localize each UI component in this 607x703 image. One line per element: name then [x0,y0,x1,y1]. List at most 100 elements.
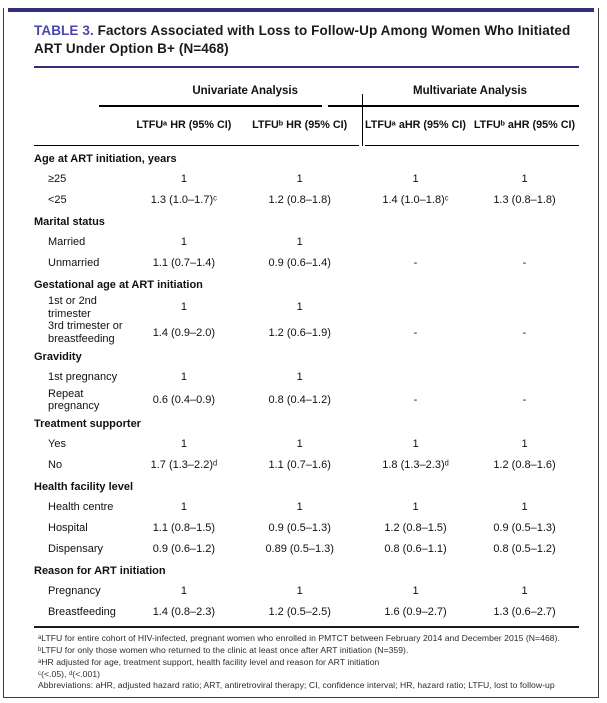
table-body: Age at ART initiation, years ≥25 1 1 1 1 <25 1.… [34,146,579,623]
category-row: Treatment supporter [34,413,579,434]
group-header-row: Univariate Analysis Multivariate Analysi… [34,68,579,97]
cell-value: 1 [296,173,303,186]
row-label: 1st pregnancy [48,370,118,383]
cell-value: 1.1 (0.7–1.6) [268,459,331,472]
footnote-adjustment: ᵃHR adjusted for age, treatment support,… [38,656,380,667]
column-header-ltfu-b-ahr: LTFUᵇ aHR (95% CI) [473,118,576,131]
category-row: Age at ART initiation, years [34,148,579,169]
cell-value: 0.8 (0.4–1.2) [268,394,331,406]
cell-value: 1 [180,585,187,598]
table-title-text: Factors Associated with Loss to Follow-U… [34,23,571,56]
cell-value: - [522,257,527,270]
cell-value: 1 [521,501,528,514]
cell-value: 0.8 (0.6–1.1) [384,543,447,556]
cell-value: 1.1 (0.8–1.5) [152,522,216,535]
table-row: Unmarried 1.1 (0.7–1.4) 0.9 (0.6–1.4) - - [34,253,579,274]
cell-value: - [413,394,418,406]
row-label: Marital status [34,216,105,229]
row-label: Married [48,236,86,249]
footnote-b: ᵇLTFU for only those women who returned … [38,644,409,655]
table-row: Hospital 1.1 (0.8–1.5) 0.9 (0.5–1.3) 1.2 (0… [34,518,579,539]
cell-value: - [413,257,418,270]
footnote-a: ᵃLTFU for entire cohort of HIV-infected,… [38,632,560,643]
cell-value: 1 [412,585,419,598]
cell-value: 1 [180,173,187,186]
table-row: Pregnancy 1 1 1 1 [34,581,579,602]
cell-value: 0.8 (0.5–1.2) [493,543,556,556]
cell-value: 1.2 (0.5–2.5) [268,606,331,619]
cell-value: 1 [296,501,303,514]
cell-value: 1 [412,173,419,186]
row-label: ≥25 [48,173,67,186]
table-row: 1st or 2nd trimester 1 1 [34,295,579,320]
table-content: TABLE 3. Factors Associated with Loss to… [4,12,598,692]
row-label: Pregnancy [48,585,101,598]
multivariate-rule [327,105,579,107]
cell-value: 1.2 (0.8–1.8) [268,194,331,207]
accent-top-bar [8,8,594,12]
table-row: <25 1.3 (1.0–1.7)ᶜ 1.2 (0.8–1.8) 1.4 (1.0–1… [34,190,579,211]
cell-value: 1.2 (0.8–1.6) [493,459,556,472]
row-label: Health facility level [34,481,134,494]
cell-value: 1.4 (0.8–2.3) [152,606,216,619]
cell-value: 1.2 (0.6–1.9) [268,326,331,339]
group-header-univariate: Univariate Analysis [192,85,299,98]
cell-value: 1.4 (1.0–1.8)ᶜ [382,194,449,207]
footnotes: ᵃLTFU for entire cohort of HIV-infected,… [34,628,579,692]
cell-value: - [413,326,418,339]
title-rule [34,65,579,69]
row-label: Breastfeeding [48,606,116,619]
row-label: Reason for ART initiation [34,565,166,578]
cell-value: 1 [521,585,528,598]
header-bottom-rule-right [364,144,579,147]
cell-value: 1.3 (0.8–1.8) [493,194,556,207]
table-number-label: TABLE 3. [34,23,94,38]
column-header-ltfu-b-hr: LTFUᵇ HR (95% CI) [252,118,348,131]
table-row: Health centre 1 1 1 1 [34,497,579,518]
table-title: TABLE 3. Factors Associated with Loss to… [34,22,579,58]
column-header-ltfu-a-ahr: LTFUᵃ aHR (95% CI) [364,118,467,131]
cell-value: 1 [412,501,419,514]
category-row: Gravidity [34,346,579,367]
cell-value: 1 [180,370,187,383]
cell-value: 1.3 (0.6–2.7) [493,606,556,619]
cell-value: 1.1 (0.7–1.4) [152,257,216,270]
cell-value: 1 [296,585,303,598]
cell-value: 1 [296,438,303,451]
cell-value: 0.9 (0.5–1.3) [493,522,556,535]
cell-value: 0.9 (0.6–1.2) [152,543,216,556]
cell-value: 1.6 (0.9–2.7) [384,606,447,619]
header-bottom-rule-left [34,144,359,147]
cell-value: 1 [521,438,528,451]
table-row: Breastfeeding 1.4 (0.8–2.3) 1.2 (0.5–2.5) 1… [34,602,579,623]
group-header-rules [34,105,579,107]
cell-value: 1 [412,438,419,451]
row-label: Yes [48,438,66,451]
cell-value: - [522,394,527,406]
table-header: Univariate Analysis Multivariate Analysi… [34,68,579,147]
row-label: 3rd trimester or breastfeeding [48,320,123,346]
univariate-rule [98,105,322,107]
row-label: Unmarried [48,257,100,270]
category-row: Reason for ART initiation [34,560,579,581]
table-row: 1st pregnancy 1 1 [34,367,579,388]
cell-value: 0.6 (0.4–0.9) [152,394,216,406]
row-label: Treatment supporter [34,418,141,431]
cell-value: 1 [296,301,303,314]
cell-value: 0.9 (0.5–1.3) [268,522,331,535]
cell-value: 1.3 (1.0–1.7)ᶜ [150,194,218,207]
header-section-divider [361,94,363,147]
cell-value: 1 [180,438,187,451]
column-header-row: LTFUᵃ HR (95% CI) LTFUᵇ HR (95% CI) LTFU… [34,107,579,145]
footnote-abbreviations: Abbreviations: aHR, adjusted hazard rati… [38,680,555,691]
cell-value: 1.7 (1.3–2.2)ᵈ [150,459,218,472]
table-frame: TABLE 3. Factors Associated with Loss to… [3,8,599,698]
row-label: Hospital [48,522,88,535]
cell-value: 1.4 (0.9–2.0) [152,326,216,339]
table-row: 3rd trimester or breastfeeding 1.4 (0.9–2… [34,320,579,345]
table-row: Repeat pregnancy 0.6 (0.4–0.9) 0.8 (0.4–1.… [34,388,579,413]
cell-value: 1.8 (1.3–2.3)ᵈ [382,459,449,472]
category-row: Marital status [34,211,579,232]
table-row: No 1.7 (1.3–2.2)ᵈ 1.1 (0.7–1.6) 1.8 (1.3–2.… [34,455,579,476]
row-label: <25 [48,194,67,207]
